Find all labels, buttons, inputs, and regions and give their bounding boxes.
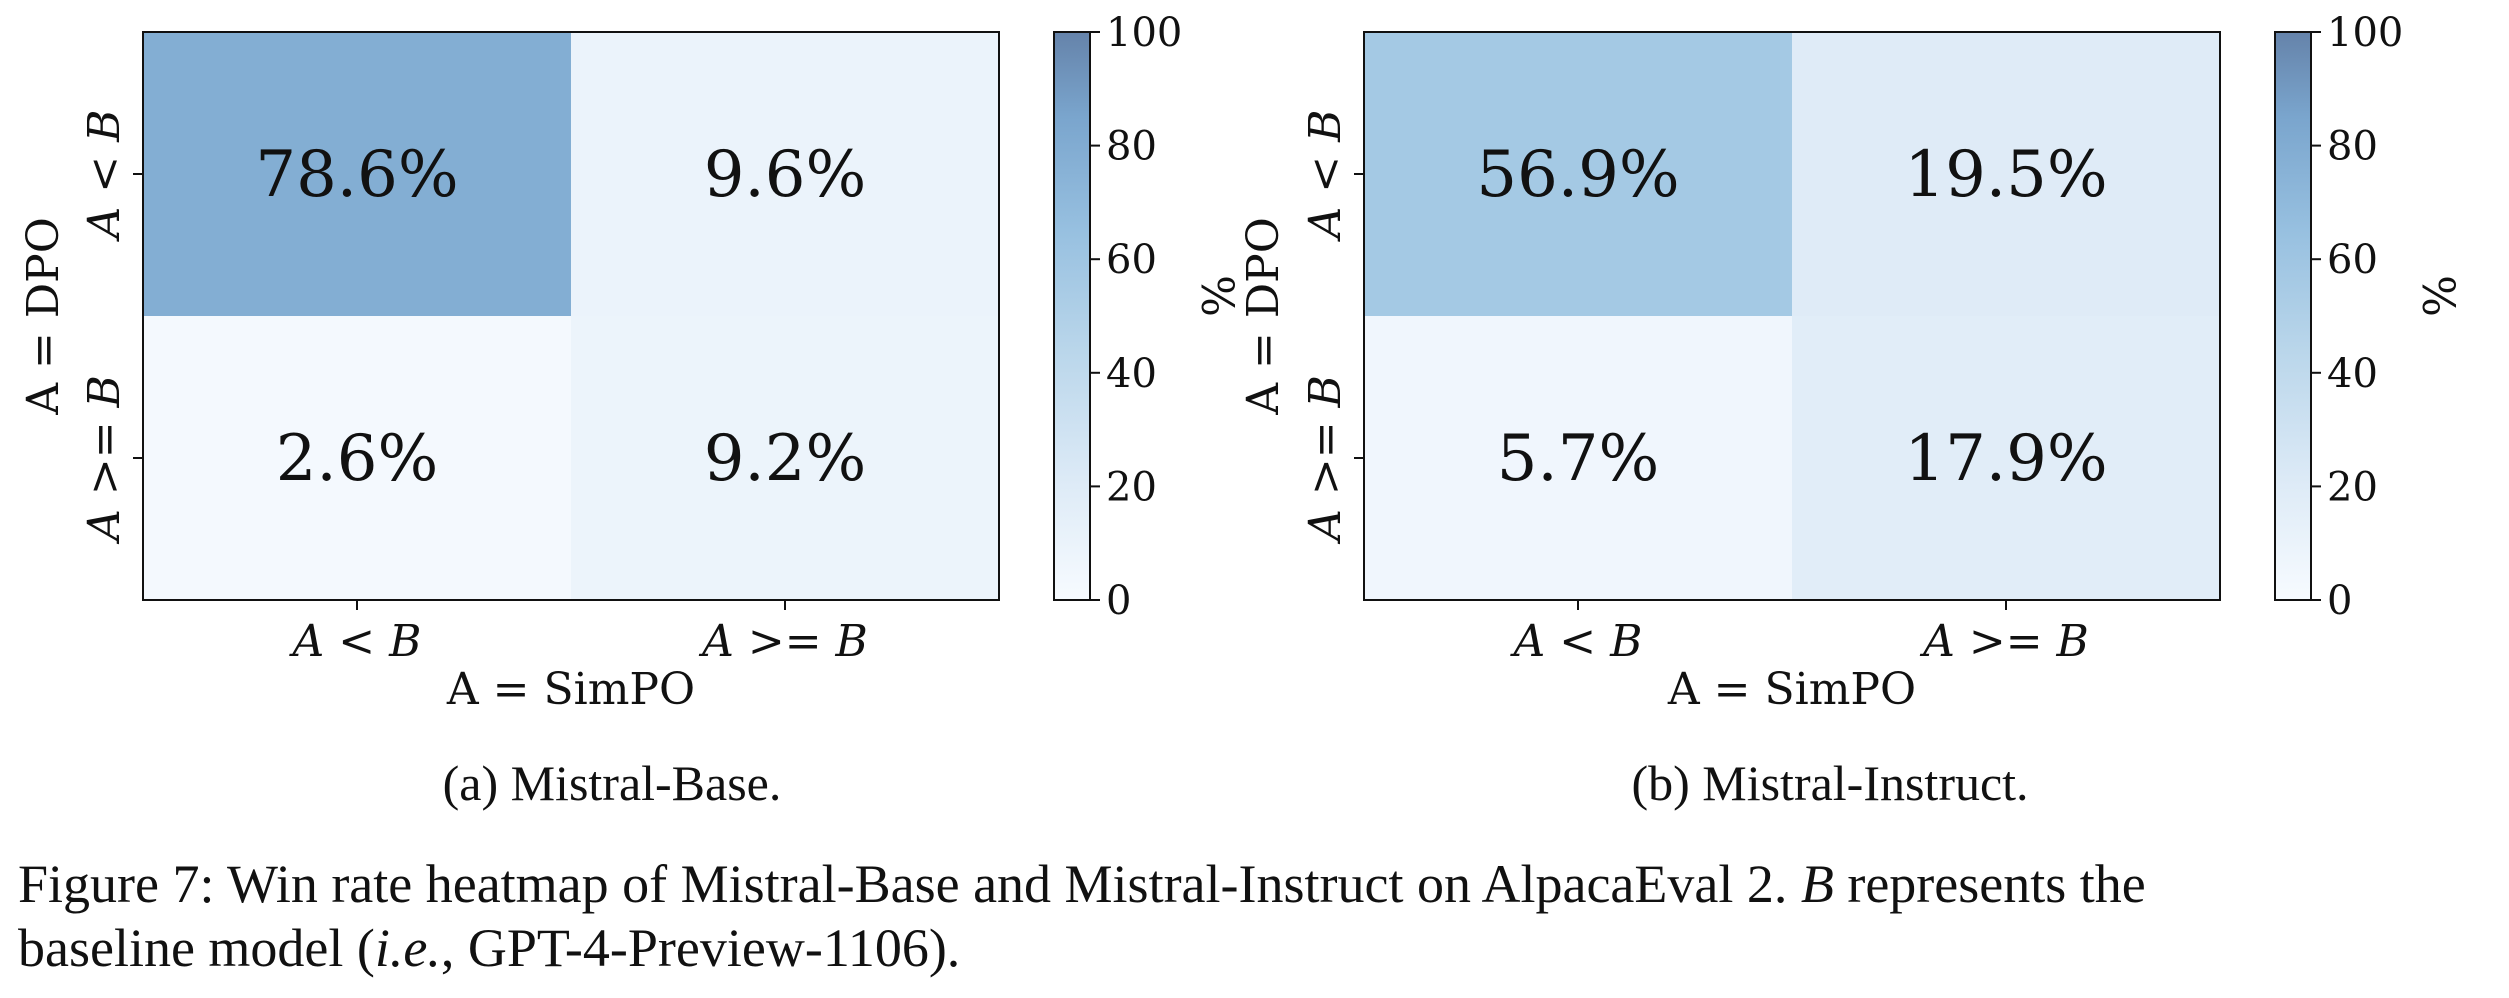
colorbar-tick-label-60: 60 (2327, 237, 2378, 283)
cell-a-lt-b-x-a-lt-b-label: 56.9% (1476, 138, 1679, 212)
x-axis-label: A = SimPO (446, 664, 695, 715)
colorbar-tick-label-100: 100 (1106, 10, 1182, 56)
caption-line-2-suffix: , GPT-4-Preview-1106). (440, 918, 961, 978)
cell-a-ge-b-x-a-lt-b-label: 2.6% (276, 422, 439, 496)
colorbar-tick-label-80: 80 (2327, 124, 2378, 170)
caption-line-2-prefix: baseline model ( (18, 918, 375, 978)
cell-a-lt-b-x-a-ge-b (571, 32, 999, 316)
x-axis-label: A = SimPO (1667, 664, 1916, 715)
cell-a-lt-b-x-a-ge-b (1792, 32, 2220, 316)
cell-a-ge-b-x-a-ge-b-label: 9.2% (704, 422, 867, 496)
caption-variable-b: B (1800, 854, 1834, 914)
caption-line-1: Figure 7: Win rate heatmap of Mistral-Ba… (18, 852, 2498, 916)
caption-line-1-suffix: represents the (1833, 854, 2146, 914)
heatmap-frame (142, 31, 1000, 601)
subcaption: (a) Mistral-Base. (443, 755, 782, 811)
colorbar-label: % (2412, 275, 2463, 317)
colorbar-tick-label-0: 0 (1106, 578, 1131, 624)
y-tick-label-a-ge-b: A >= B (1300, 375, 1351, 545)
x-tick-label-a-ge-b: A >= B (1919, 616, 2089, 667)
cell-a-ge-b-x-a-lt-b (143, 316, 571, 600)
colorbar-tick-label-60: 60 (1106, 237, 1157, 283)
cell-a-lt-b-x-a-lt-b-label: 78.6% (255, 138, 458, 212)
y-tick-label-a-lt-b: A < B (1300, 110, 1351, 243)
caption-line-2: baseline model (i.e., GPT-4-Preview-1106… (18, 916, 2498, 980)
cell-a-ge-b-x-a-lt-b-label: 5.7% (1497, 422, 1660, 496)
colorbar (1053, 31, 1091, 601)
cell-a-lt-b-x-a-lt-b (1364, 32, 1792, 316)
cell-a-ge-b-x-a-lt-b (1364, 316, 1792, 600)
y-tick-label-a-lt-b: A < B (79, 110, 130, 243)
colorbar-tick-label-80: 80 (1106, 124, 1157, 170)
y-axis-label: A = DPO (18, 217, 69, 416)
x-tick-label-a-ge-b: A >= B (698, 616, 868, 667)
subcaption: (b) Mistral-Instruct. (1631, 755, 2028, 811)
caption-ie: i.e. (374, 918, 441, 978)
cell-a-lt-b-x-a-lt-b (143, 32, 571, 316)
colorbar-label: % (1191, 275, 1242, 317)
colorbar-tick-label-20: 20 (2327, 464, 2378, 510)
colorbar-tick-label-20: 20 (1106, 464, 1157, 510)
cell-a-ge-b-x-a-ge-b-label: 17.9% (1904, 422, 2107, 496)
cell-a-lt-b-x-a-ge-b-label: 9.6% (704, 138, 867, 212)
cell-a-ge-b-x-a-ge-b (1792, 316, 2220, 600)
cell-a-ge-b-x-a-ge-b (571, 316, 999, 600)
cell-a-lt-b-x-a-ge-b-label: 19.5% (1904, 138, 2107, 212)
colorbar-tick-label-40: 40 (1106, 351, 1157, 397)
x-tick-label-a-lt-b: A < B (1510, 616, 1643, 667)
colorbar-tick-label-0: 0 (2327, 578, 2352, 624)
figure-caption: Figure 7: Win rate heatmap of Mistral-Ba… (18, 852, 2498, 980)
colorbar (2274, 31, 2312, 601)
colorbar-tick-label-40: 40 (2327, 351, 2378, 397)
caption-line-1-prefix: Figure 7: Win rate heatmap of Mistral-Ba… (18, 854, 1801, 914)
x-tick-label-a-lt-b: A < B (289, 616, 422, 667)
heatmap-frame (1363, 31, 2221, 601)
colorbar-tick-label-100: 100 (2327, 10, 2403, 56)
y-axis-label: A = DPO (1238, 217, 1289, 416)
y-tick-label-a-ge-b: A >= B (79, 375, 130, 545)
